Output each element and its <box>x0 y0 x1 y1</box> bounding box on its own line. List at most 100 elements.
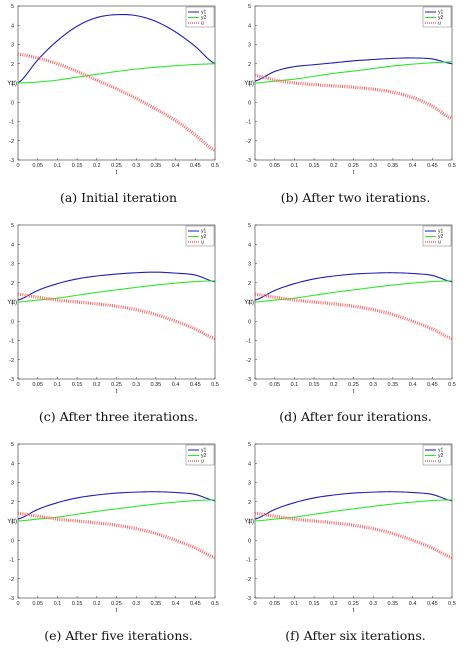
data-point-u <box>333 85 335 87</box>
y-tick-label: -3 <box>9 377 14 383</box>
data-point-u <box>175 120 176 121</box>
data-point-u <box>135 528 137 529</box>
data-point-y1 <box>372 491 374 493</box>
data-point-y2 <box>155 66 157 68</box>
data-point-u <box>451 118 453 119</box>
data-point-u <box>392 91 394 93</box>
x-tick-label: 0.25 <box>348 601 359 607</box>
plot-area <box>17 224 216 380</box>
data-point-y2 <box>96 511 98 512</box>
data-point-y1 <box>313 64 315 66</box>
data-point-y2 <box>195 281 196 282</box>
x-tick-label: 0.2 <box>93 601 101 607</box>
x-axis-label: t <box>116 608 118 614</box>
legend-label-u: u <box>438 459 441 465</box>
x-tick-label: 0.45 <box>190 163 201 169</box>
y-tick-label: -1 <box>9 120 14 126</box>
x-tick-label: 0.1 <box>54 382 62 388</box>
data-point-u <box>37 57 38 59</box>
data-point-y2 <box>96 292 98 293</box>
y-axis-label: Y(t) <box>244 300 254 306</box>
data-point-u <box>76 301 78 303</box>
data-point-y2 <box>294 78 295 80</box>
y-tick-label: -2 <box>9 577 14 583</box>
data-point-y2 <box>37 81 38 83</box>
x-tick-label: 0.2 <box>93 163 101 169</box>
x-tick-label: 0.3 <box>132 163 140 169</box>
legend-label-u: u <box>438 240 441 246</box>
x-axis-label: t <box>353 389 355 395</box>
y-tick-label: -3 <box>9 158 14 164</box>
data-point-y1 <box>57 502 58 504</box>
x-tick-label: 0.5 <box>211 601 219 607</box>
y-tick-label: 0 <box>248 538 251 544</box>
data-point-y2 <box>57 297 58 299</box>
data-point-y1 <box>155 21 157 22</box>
y-tick-label: 1 <box>248 81 251 87</box>
legend-label-u: u <box>438 21 441 27</box>
legend-label-u: u <box>201 240 204 246</box>
y-tick-label: 5 <box>248 4 251 10</box>
x-tick-label: 0 <box>253 382 256 388</box>
data-point-y1 <box>37 509 38 510</box>
x-tick-label: 0.4 <box>172 382 180 388</box>
data-point-y1 <box>175 492 176 493</box>
data-point-y1 <box>135 272 137 274</box>
y-tick-label: 3 <box>248 43 251 49</box>
data-point-y2 <box>57 516 58 518</box>
x-tick-label: 0.4 <box>172 601 180 607</box>
y-tick-label: 4 <box>248 23 251 29</box>
y-tick-label: -2 <box>9 139 14 145</box>
caption-e: (e) After five iterations. <box>44 628 193 643</box>
y-tick-label: 5 <box>11 442 14 448</box>
data-point-y1 <box>294 283 295 285</box>
y-tick-label: 3 <box>11 43 14 49</box>
panel-e: 0 0.05 0.1 0.15 0.2 0.25 0.3 0.35 0.4 0.45 0.5 -3 -2… <box>0 438 237 656</box>
data-point-y1 <box>333 62 335 64</box>
data-point-y1 <box>392 58 394 59</box>
x-tick-label: 0.2 <box>330 382 338 388</box>
data-point-y2 <box>135 287 137 288</box>
data-point-y1 <box>254 518 256 520</box>
data-point-y1 <box>254 80 256 82</box>
y-tick-label: 4 <box>11 242 14 248</box>
x-tick-label: 0.35 <box>151 163 162 169</box>
data-point-y2 <box>214 63 216 65</box>
data-point-y1 <box>195 274 196 276</box>
x-tick-label: 0.35 <box>388 601 399 607</box>
data-point-y2 <box>17 520 19 522</box>
data-point-y1 <box>372 272 374 274</box>
y-tick-label: 2 <box>248 500 251 506</box>
data-point-u <box>76 520 78 522</box>
data-point-y1 <box>76 497 78 499</box>
y-tick-label: -2 <box>246 139 251 145</box>
data-point-y2 <box>195 500 196 501</box>
data-point-y1 <box>432 494 433 495</box>
data-point-y1 <box>432 58 433 60</box>
x-tick-label: 0.5 <box>448 382 456 388</box>
x-tick-label: 0.45 <box>427 601 438 607</box>
caption-c: (c) After three iterations. <box>38 409 199 424</box>
data-point-y1 <box>175 31 176 33</box>
data-point-u <box>254 75 256 76</box>
x-tick-label: 0.25 <box>348 382 359 388</box>
y-tick-label: 0 <box>11 538 14 544</box>
data-point-u <box>195 134 196 136</box>
data-point-u <box>214 338 216 339</box>
legend-label-y2: y2 <box>438 453 444 459</box>
x-tick-label: 0.15 <box>309 382 320 388</box>
y-tick-label: -2 <box>246 577 251 583</box>
x-tick-label: 0.1 <box>291 163 299 169</box>
legend-label-y2: y2 <box>201 234 207 240</box>
data-point-y1 <box>135 491 137 493</box>
x-tick-label: 0 <box>16 163 19 169</box>
x-tick-label: 0.05 <box>269 382 280 388</box>
data-point-u <box>135 309 137 310</box>
data-point-y2 <box>175 65 176 66</box>
x-tick-label: 0.15 <box>72 163 83 169</box>
data-point-y1 <box>76 278 78 280</box>
y-tick-label: 5 <box>248 223 251 229</box>
panel-f: 0 0.05 0.1 0.15 0.2 0.25 0.3 0.35 0.4 0.45 0.5 -3 -2… <box>237 438 474 656</box>
data-point-y1 <box>96 17 98 18</box>
data-point-y1 <box>372 59 374 60</box>
